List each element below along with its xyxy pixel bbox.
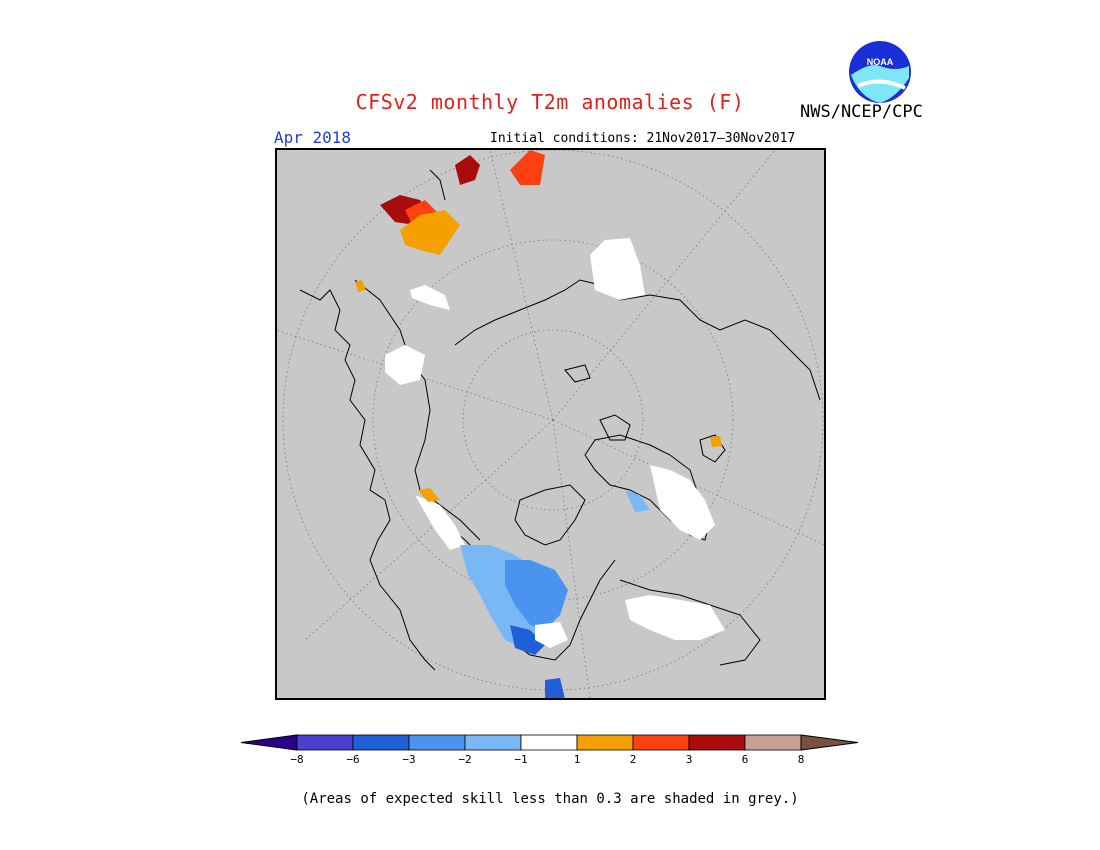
colorbar-tick-label: 6	[742, 753, 749, 766]
colorbar-segment	[352, 734, 410, 751]
colorbar-tick-label: 2	[630, 753, 637, 766]
forecast-month: Apr 2018	[274, 128, 352, 147]
anomaly-shading	[355, 150, 725, 699]
colorbar-segment	[408, 734, 466, 751]
map-panel	[275, 148, 826, 700]
colorbar-segment	[688, 734, 746, 751]
colorbar: −8 −6 −3 −2 −1 1 2 3 6 8	[240, 734, 859, 766]
warm-anomaly-north-top	[510, 150, 545, 185]
map-border	[275, 148, 826, 700]
noaa-logo-icon: NOAA	[849, 41, 911, 103]
neutral-region-canada-west	[415, 495, 465, 550]
cool-anomaly-greenland-light	[625, 490, 650, 512]
colorbar-tick-label: −8	[290, 753, 303, 766]
colorbar-tick-label: 1	[574, 753, 581, 766]
agency-label: NWS/NCEP/CPC	[800, 102, 923, 122]
colorbar-tick-label: 3	[686, 753, 693, 766]
noaa-logo-text: NOAA	[867, 57, 894, 67]
colorbar-tick-label: −2	[458, 753, 471, 766]
colorbar-segment	[744, 734, 802, 751]
colorbar-tick-label: 8	[798, 753, 805, 766]
colorbar-tick-label: −3	[402, 753, 415, 766]
colorbar-arrow-low	[240, 734, 298, 751]
warm-anomaly-alaska-small	[418, 488, 440, 502]
colorbar-arrow-high	[800, 734, 859, 751]
neutral-region-kamchatka	[410, 285, 450, 310]
cool-anomaly-bottom	[545, 678, 565, 699]
colorbar-segment	[464, 734, 522, 751]
chart-title: CFSv2 monthly T2m anomalies (F)	[355, 90, 745, 114]
neutral-region-east-canada	[625, 595, 725, 640]
initial-conditions: Initial conditions: 21Nov2017–30Nov2017	[490, 131, 796, 146]
colorbar-segment	[576, 734, 634, 751]
cool-anomaly-hudson-white	[535, 622, 568, 648]
warm-anomaly-svalbard	[710, 436, 722, 447]
warm-anomaly-small-1	[355, 280, 366, 292]
colorbar-tick-label: −1	[514, 753, 527, 766]
colorbar-tick-label: −6	[346, 753, 359, 766]
colorbar-segment	[520, 734, 578, 751]
neutral-region-greenland	[650, 465, 715, 540]
warm-anomaly-north-pacific	[455, 155, 480, 185]
neutral-region-alaska	[385, 345, 425, 385]
cool-anomaly-hudson-dark	[510, 625, 545, 655]
cool-anomaly-canada-mid	[505, 560, 568, 630]
colorbar-segment	[296, 734, 354, 751]
skill-footnote: (Areas of expected skill less than 0.3 a…	[301, 791, 799, 807]
warm-anomaly-siberia-orange	[400, 210, 460, 255]
colorbar-segment	[632, 734, 690, 751]
neutral-region-europe	[590, 238, 645, 300]
